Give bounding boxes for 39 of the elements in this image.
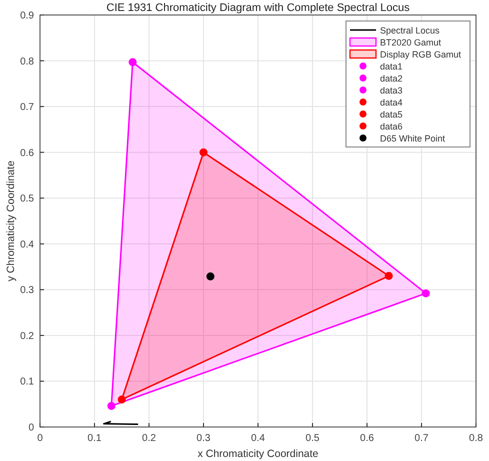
x-tick-label: 0.6 — [360, 433, 374, 444]
y-tick-label: 0.5 — [20, 194, 34, 205]
y-tick-label: 0.4 — [20, 239, 34, 250]
point — [384, 272, 393, 280]
legend-label: data5 — [380, 110, 403, 120]
point — [422, 289, 430, 298]
legend-label: data4 — [380, 98, 403, 108]
legend-label: Display RGB Gamut — [380, 50, 462, 60]
legend-label: data1 — [380, 62, 403, 72]
point — [200, 148, 208, 156]
x-tick-label: 0.1 — [88, 433, 102, 444]
x-tick-label: 0.8 — [469, 433, 484, 444]
x-axis-title: x Chromaticity Coordinate — [198, 448, 319, 460]
point — [206, 272, 214, 280]
y-tick-label: 0.7 — [20, 102, 34, 114]
y-tick-label: 0.2 — [20, 330, 34, 342]
y-axis-title: y Chromaticity Coordinate — [5, 160, 17, 282]
y-tick-label: 0.3 — [20, 285, 34, 296]
y-tick-label: 0 — [28, 422, 34, 434]
y-tick-label: 0.9 — [20, 10, 34, 22]
x-tick-label: 0.2 — [142, 433, 156, 444]
x-tick-label: 0.7 — [414, 433, 429, 444]
x-tick-label: 0.5 — [306, 433, 320, 444]
legend-label: D65 White Point — [380, 134, 446, 144]
legend-label: data3 — [380, 86, 403, 96]
chart-title: CIE 1931 Chromaticity Diagram with Complete Spectral Locus — [106, 2, 410, 14]
y-tick-label: 0.6 — [20, 148, 34, 159]
legend-label: Spectral Locus — [380, 26, 440, 36]
legend-label: data2 — [380, 74, 403, 84]
y-tick-label: 0.1 — [20, 376, 34, 388]
x-tick-label: 0.4 — [251, 433, 266, 444]
point — [128, 58, 137, 66]
x-tick-label: 0.3 — [196, 433, 211, 444]
x-tick-label: 0 — [37, 433, 44, 444]
legend-label: BT2020 Gamut — [380, 38, 442, 48]
y-tick-label: 0.8 — [20, 56, 34, 68]
point — [107, 402, 116, 410]
legend-label: data6 — [380, 122, 403, 132]
point — [118, 396, 126, 404]
